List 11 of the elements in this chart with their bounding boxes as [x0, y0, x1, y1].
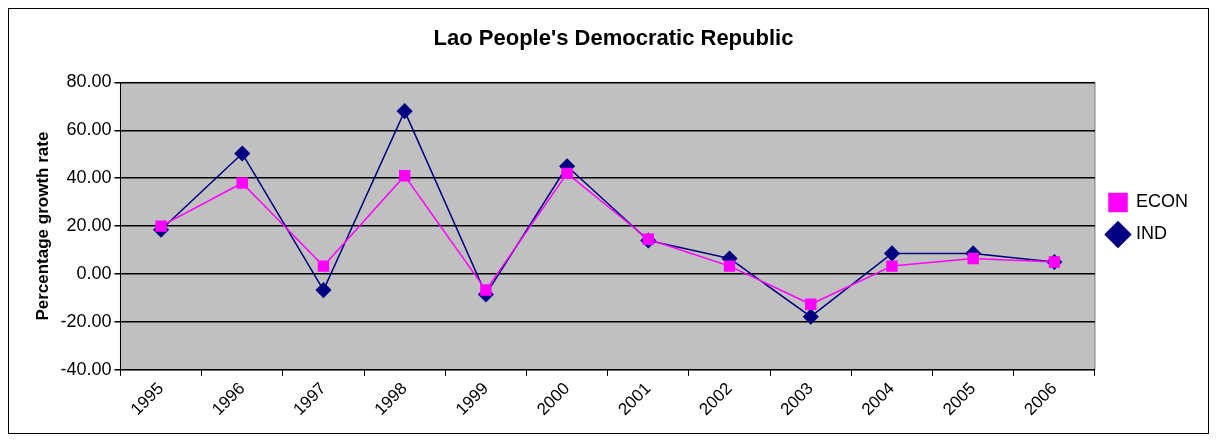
y-tick-label: 60.00	[66, 119, 112, 140]
y-tick-label: 20.00	[66, 215, 112, 236]
y-tick-label: 80.00	[66, 71, 112, 92]
legend-label: IND	[1136, 223, 1167, 244]
y-tick-label: 40.00	[66, 167, 112, 188]
y-tick-label: -40.00	[60, 358, 112, 379]
chart-title: Lao People's Democratic Republic	[433, 25, 794, 51]
y-tick-label: 0.00	[76, 262, 112, 283]
y-tick-label: -20.00	[60, 310, 112, 331]
legend-label: ECON	[1136, 191, 1189, 212]
y-axis-title: Percentage growth rate	[32, 131, 52, 321]
